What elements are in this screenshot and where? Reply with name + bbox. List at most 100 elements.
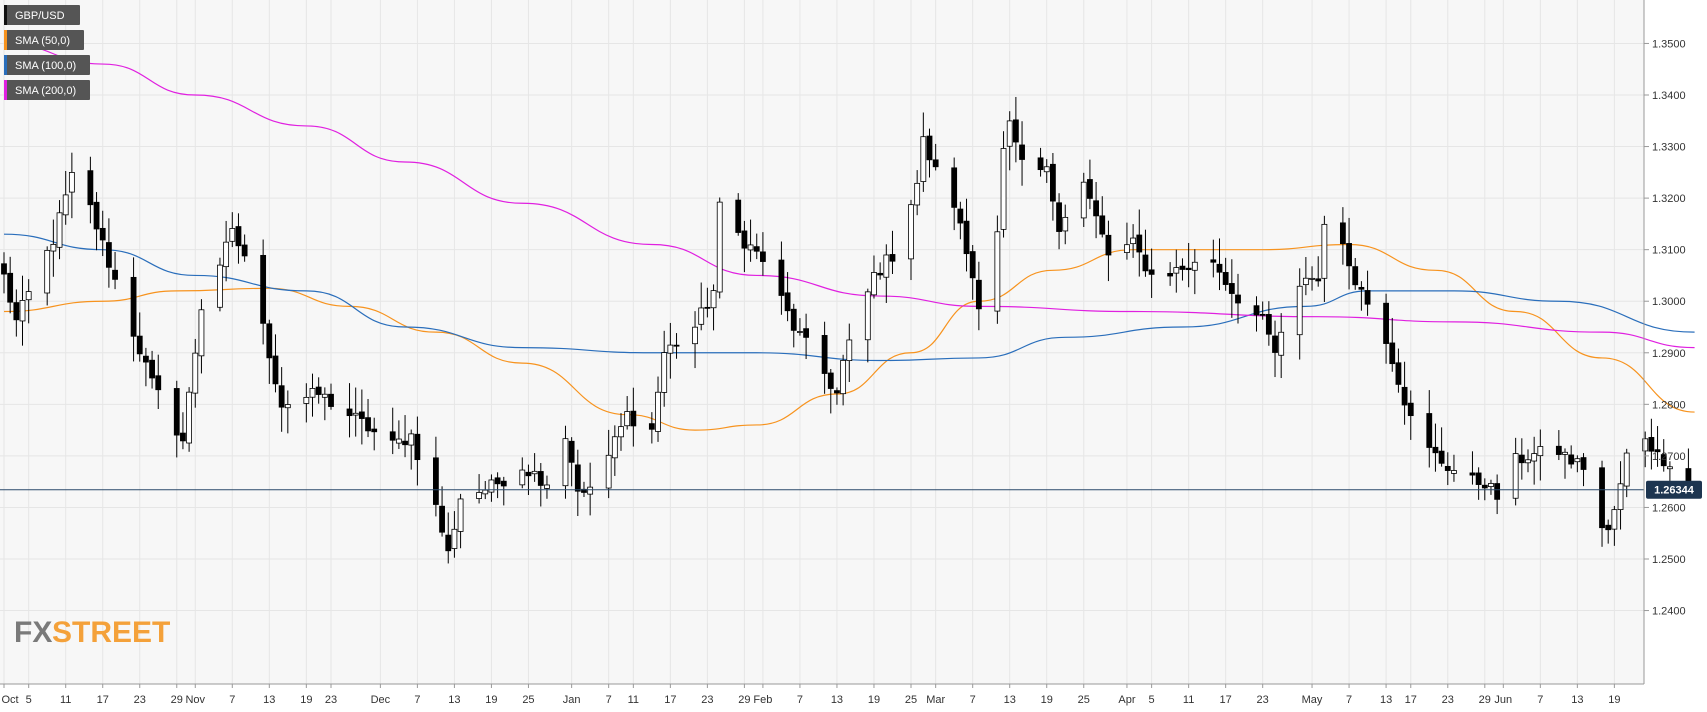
legend-item[interactable]: SMA (50,0)	[4, 30, 84, 50]
candle-up	[352, 412, 359, 416]
x-tick-label: 13	[1004, 694, 1016, 706]
sma-100-line	[3, 233, 1695, 362]
candle-up	[1537, 446, 1544, 457]
candle-down	[500, 480, 507, 487]
x-tick-label: 25	[1078, 694, 1090, 706]
candle-up	[476, 492, 482, 499]
candle-down	[1654, 449, 1661, 453]
candle-down	[1222, 272, 1229, 285]
candle-down	[630, 410, 637, 427]
candle-up	[618, 426, 624, 438]
candle-up	[1667, 466, 1673, 470]
candle-up	[395, 438, 402, 444]
x-tick-label: 19	[485, 694, 497, 706]
x-tick-label: 19	[868, 694, 880, 706]
candle-down	[173, 388, 180, 436]
x-tick-label: Dec	[371, 694, 391, 706]
candle-up	[1321, 223, 1328, 279]
candle-down	[432, 457, 439, 505]
candle-up	[544, 484, 550, 489]
candle-down	[1185, 267, 1192, 271]
candle-down	[1481, 484, 1488, 489]
legend-item[interactable]: SMA (200,0)	[4, 80, 90, 100]
candle-up	[223, 241, 230, 268]
candle-down	[1395, 362, 1402, 385]
candle-down	[1580, 457, 1587, 470]
x-axis-tick-labels: Oct 5 11 17 23 29 Nov 7 13 19 23 Dec 7 13 19 25 Jan 7 11 17…	[1, 684, 1620, 706]
legend-color-swatch	[4, 55, 7, 75]
candle-down	[1056, 202, 1062, 232]
candle-down	[1253, 305, 1260, 316]
candle-up	[908, 204, 914, 260]
candle-down	[241, 244, 248, 257]
candle-down	[414, 433, 421, 461]
candle-up	[25, 291, 32, 301]
x-tick-label: May	[1302, 694, 1323, 706]
current-price-label: 1.26344	[1654, 485, 1695, 497]
candle-up	[56, 212, 63, 248]
candle-up	[587, 486, 594, 495]
candle-down	[1475, 472, 1482, 485]
x-tick-label: 29	[1479, 694, 1491, 706]
candle-down	[1555, 445, 1562, 455]
candle-up	[68, 172, 75, 193]
candle-up	[44, 250, 51, 294]
candle-down	[704, 306, 711, 309]
legend-label: GBP/USD	[15, 10, 65, 22]
candle-up	[920, 136, 927, 182]
candle-down	[1148, 269, 1155, 275]
candle-down	[525, 471, 532, 477]
candle-up	[1562, 451, 1568, 455]
x-tick-label: 7	[797, 694, 803, 706]
candle-up	[1062, 216, 1069, 232]
candle-down	[1259, 313, 1266, 316]
candle-down	[389, 431, 396, 441]
x-tick-label: 23	[134, 694, 146, 706]
candle-down	[105, 242, 112, 268]
x-tick-label: 25	[522, 694, 534, 706]
candle-down	[136, 335, 143, 355]
candle-down	[1265, 314, 1272, 335]
candle-down	[1469, 472, 1476, 476]
candle-up	[1451, 470, 1457, 474]
candle-up	[914, 182, 921, 206]
candle-down	[1426, 413, 1433, 448]
x-tick-label: 25	[905, 694, 917, 706]
legend-color-swatch	[4, 5, 7, 25]
sma-50-line	[3, 243, 1695, 431]
candle-down	[957, 208, 964, 224]
x-tick-label: 13	[831, 694, 843, 706]
candle-up	[408, 433, 415, 446]
candle-up	[994, 231, 1001, 312]
candle-down	[790, 308, 797, 331]
candle-down	[1432, 446, 1439, 454]
candle-down	[537, 471, 544, 486]
candle-down	[315, 386, 322, 395]
candle-up	[692, 326, 698, 345]
grid-lines	[0, 0, 1644, 684]
candle-down	[1087, 179, 1093, 199]
sma-lines	[3, 42, 1695, 431]
candle-up	[871, 272, 877, 296]
legend-color-swatch	[4, 30, 7, 50]
x-tick-label: Mar	[926, 694, 945, 706]
candle-down	[260, 254, 267, 324]
current-price-badge: 1.26344	[1646, 480, 1702, 499]
candle-up	[1000, 148, 1007, 230]
candle-down	[1438, 450, 1445, 464]
candle-up	[710, 290, 717, 309]
legend-item[interactable]: SMA (100,0)	[4, 55, 90, 75]
fxstreet-logo: FX STREET	[14, 616, 170, 649]
candle-up	[864, 291, 871, 341]
y-tick-label: 1.3100	[1652, 245, 1686, 257]
x-tick-label: 7	[1537, 694, 1543, 706]
x-tick-label: 7	[414, 694, 420, 706]
legend: GBP/USD SMA (50,0) SMA (100,0) SMA (200,0)	[4, 5, 90, 100]
legend-item[interactable]: GBP/USD	[4, 5, 80, 25]
y-tick-label: 1.3000	[1652, 296, 1686, 308]
x-tick-label: 29	[738, 694, 750, 706]
candle-up	[747, 244, 754, 251]
candle-up	[611, 436, 618, 459]
candle-up	[198, 309, 205, 357]
candle-up	[1006, 120, 1013, 147]
